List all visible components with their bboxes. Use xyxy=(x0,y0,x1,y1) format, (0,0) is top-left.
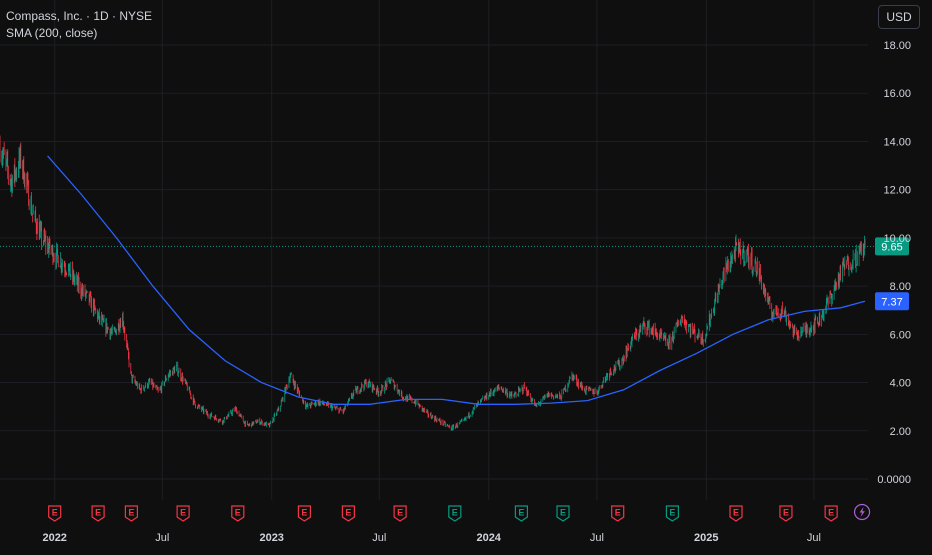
y-tick-label: 12.00 xyxy=(883,185,911,197)
earnings-icon xyxy=(729,505,743,522)
x-tick-label: Jul xyxy=(155,532,169,544)
earnings-icon xyxy=(124,505,138,522)
sma-price-label: 7.37 xyxy=(881,296,902,308)
indicator-label: SMA (200, close) xyxy=(6,26,98,40)
y-tick-label: 16.00 xyxy=(883,88,911,100)
y-tick-label: 10.00 xyxy=(883,233,911,245)
grid xyxy=(0,0,868,500)
y-axis: 18.00 16.00 14.00 12.00 10.00 8.00 6.00 4.00 2.0… xyxy=(877,40,911,486)
x-tick-label: Jul xyxy=(372,532,386,544)
earnings-icon xyxy=(514,505,528,522)
earnings-icon xyxy=(393,505,407,522)
earnings-label: E xyxy=(345,508,351,518)
y-tick-label: 18.00 xyxy=(883,40,911,52)
earnings-label: E xyxy=(560,508,566,518)
earnings-icon xyxy=(48,505,62,522)
x-tick-label: 2025 xyxy=(694,532,718,544)
last-price-label: 9.65 xyxy=(881,241,902,253)
earnings-icon xyxy=(231,505,245,522)
earnings-icon xyxy=(91,505,105,522)
earnings-icon xyxy=(824,505,838,522)
earnings-label: E xyxy=(301,508,307,518)
earnings-label: E xyxy=(615,508,621,518)
x-tick-label: Jul xyxy=(590,532,604,544)
sma-line xyxy=(47,155,866,405)
earnings-label: E xyxy=(52,508,58,518)
y-tick-label: 4.00 xyxy=(890,378,911,390)
x-tick-label: 2023 xyxy=(259,532,283,544)
earnings-icon xyxy=(556,505,570,522)
x-axis: 2022 Jul 2023 Jul 2024 Jul 2025 Jul xyxy=(42,532,820,544)
earnings-icon xyxy=(448,505,462,522)
currency-button[interactable]: USD xyxy=(878,5,920,29)
earnings-icon xyxy=(176,505,190,522)
candlestick-series xyxy=(0,135,866,431)
earnings-label: E xyxy=(733,508,739,518)
x-tick-label: 2022 xyxy=(42,532,66,544)
earnings-label: E xyxy=(95,508,101,518)
x-tick-label: Jul xyxy=(807,532,821,544)
earnings-label: E xyxy=(518,508,524,518)
chart-legend: Compass, Inc. · 1D · NYSE SMA (200, clos… xyxy=(6,8,152,42)
earnings-label: E xyxy=(397,508,403,518)
y-tick-label: 2.00 xyxy=(890,426,911,438)
y-tick-label: 14.00 xyxy=(883,136,911,148)
earnings-label: E xyxy=(828,508,834,518)
earnings-icon xyxy=(665,505,680,522)
earnings-icon xyxy=(341,505,355,522)
last-price-badge xyxy=(875,237,909,256)
earnings-label: E xyxy=(669,508,675,518)
x-tick-label: 2024 xyxy=(476,532,501,544)
earnings-label: E xyxy=(452,508,458,518)
price-lines: 9.65 7.37 xyxy=(0,237,909,311)
symbol-title: Compass, Inc. · 1D · NYSE xyxy=(6,9,153,23)
y-tick-label: 8.00 xyxy=(890,281,911,293)
earnings-icon xyxy=(779,505,793,522)
lightning-icon xyxy=(859,507,865,517)
y-tick-label: 0.0000 xyxy=(877,474,911,486)
earnings-label: E xyxy=(180,508,186,518)
earnings-label: E xyxy=(783,508,789,518)
y-tick-label: 6.00 xyxy=(890,329,911,341)
sma-price-badge xyxy=(875,292,909,311)
earnings-label: E xyxy=(128,508,134,518)
earnings-icon xyxy=(611,505,625,522)
earnings-label: E xyxy=(235,508,241,518)
sma-series xyxy=(47,155,866,405)
flash-icon xyxy=(853,503,871,521)
earnings-icon xyxy=(297,505,311,522)
